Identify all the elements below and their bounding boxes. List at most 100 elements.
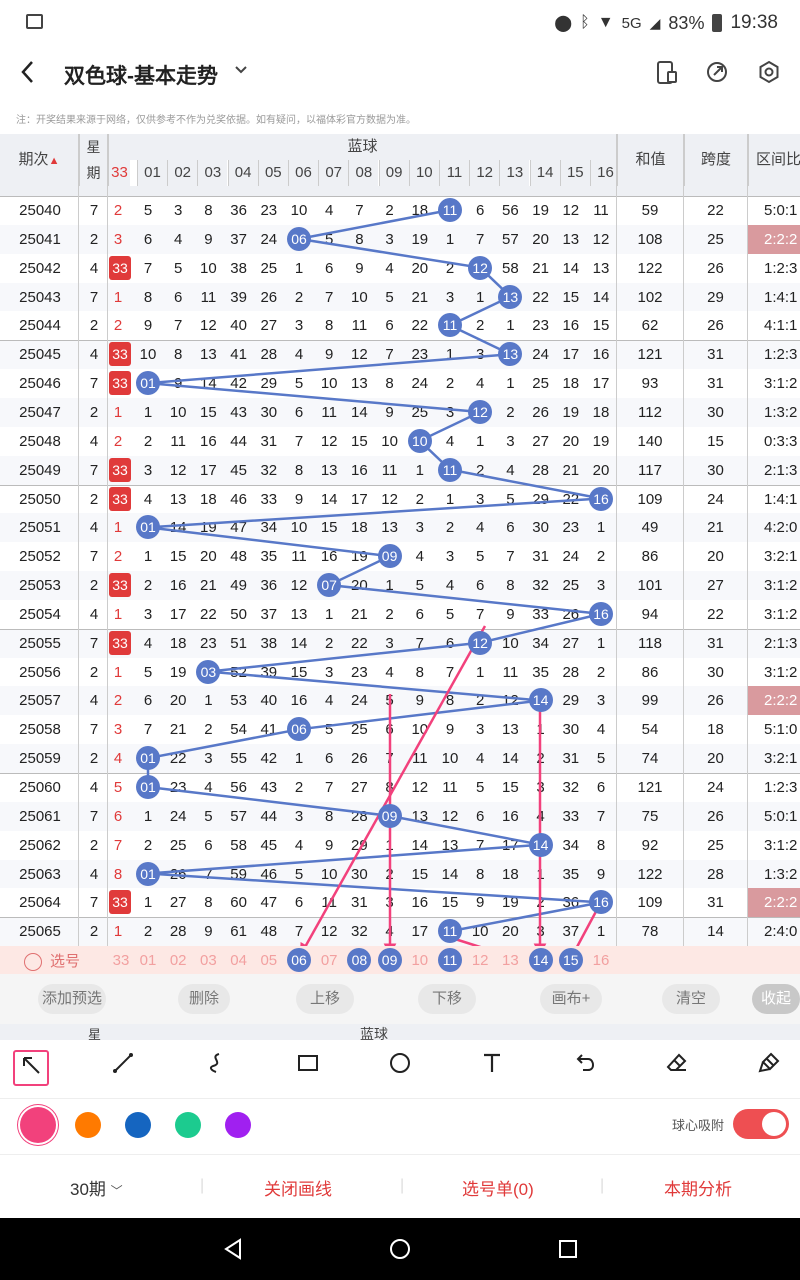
period-header[interactable]: 期次▲ (0, 134, 78, 186)
pick-number[interactable]: 13 (502, 952, 519, 969)
blue-cell: 8 (325, 317, 334, 335)
blue-cell: 16 (290, 692, 308, 710)
pick-number[interactable]: 10 (411, 952, 429, 969)
circle-tool-icon[interactable] (382, 1050, 418, 1086)
blue-cell: 15 (290, 663, 308, 681)
blue-cell: 56 (230, 779, 247, 796)
blue-cell: 7 (506, 548, 515, 566)
pick-number[interactable]: 03 (200, 952, 217, 969)
ratio-cell: 3:1:2 (764, 375, 798, 393)
device-icon[interactable] (654, 60, 680, 86)
action-button-5[interactable]: 清空 (662, 984, 720, 1014)
blue-cell: 16 (320, 548, 338, 566)
color-swatch[interactable] (20, 1107, 56, 1143)
pick-number[interactable]: 05 (260, 952, 278, 969)
ratio-cell: 1:2:3 (764, 779, 798, 796)
blue-cell: 28 (351, 807, 368, 825)
blue-cell: 34 (260, 519, 278, 537)
period-cell: 25063 (19, 865, 61, 883)
blue-cell: 4 (385, 663, 394, 681)
blue-cell: 14 (351, 403, 368, 421)
blue-cell: 3 (445, 403, 455, 421)
pick-number[interactable]: 16 (592, 952, 610, 969)
color-swatch[interactable] (75, 1112, 101, 1138)
picked-ball[interactable]: 14 (528, 948, 553, 972)
settings-icon[interactable] (756, 60, 782, 86)
ratio-cell: 2:4:0 (764, 923, 798, 941)
line-tool-icon[interactable] (105, 1050, 141, 1086)
rectangle-tool-icon[interactable] (290, 1050, 326, 1086)
action-button-0[interactable]: 添加预选 (38, 984, 106, 1014)
blue-cell: 20 (169, 692, 187, 710)
pick-number[interactable]: 02 (169, 952, 187, 969)
period-select[interactable]: 30期 ﹀ (70, 1180, 123, 1199)
pick-label[interactable]: 选号 (24, 950, 80, 972)
text-tool-icon[interactable] (474, 1050, 510, 1086)
blue-ball: 12 (468, 630, 493, 655)
magnet-label: 球心吸附 (672, 1118, 725, 1133)
blue-cell: 1 (143, 403, 153, 421)
page-title[interactable]: 双色球-基本走势 (64, 65, 218, 88)
blue-cell: 1 (536, 721, 545, 739)
back-arrow-icon[interactable] (18, 58, 38, 93)
pick-number[interactable]: 01 (139, 952, 157, 969)
pick-list-button[interactable]: 选号单(0) (462, 1180, 534, 1199)
period-cell: 25045 (19, 346, 61, 364)
span-cell: 22 (707, 605, 724, 623)
blue-cell: 5 (143, 202, 153, 219)
action-button-4[interactable]: 画布+ (540, 984, 602, 1014)
color-swatch[interactable] (175, 1112, 201, 1138)
blue-cell: 1 (204, 692, 213, 710)
picked-ball[interactable]: 11 (438, 948, 462, 972)
clear-brush-icon[interactable] (751, 1050, 787, 1086)
blue-cell: 20 (592, 461, 610, 479)
blue-cell: 26 (169, 865, 187, 883)
picked-ball[interactable]: 08 (347, 948, 372, 972)
week-cell: 2 (89, 490, 99, 508)
blue-cell: 47 (260, 894, 278, 912)
curve-tool-icon[interactable] (198, 1050, 234, 1086)
red-33-badge: 33 (109, 573, 131, 598)
eraser-icon[interactable] (659, 1050, 695, 1086)
pick-number[interactable]: 07 (320, 952, 338, 969)
picked-ball[interactable]: 06 (287, 948, 311, 972)
color-swatch[interactable] (225, 1112, 251, 1138)
color-swatch[interactable] (125, 1112, 151, 1138)
blue-cell: 7 (476, 836, 485, 854)
action-button-3[interactable]: 下移 (418, 984, 476, 1014)
pick-number[interactable]: 04 (230, 952, 247, 969)
blue-cell: 8 (143, 288, 153, 306)
blue-cell: 13 (381, 519, 398, 537)
blue-cell: 12 (562, 202, 580, 219)
pick-number[interactable]: 12 (471, 952, 489, 969)
blue-cell: 9 (355, 259, 364, 277)
ratio-cell: 2:2:2 (748, 888, 800, 918)
undo-icon[interactable] (567, 1050, 603, 1086)
span-cell: 24 (707, 490, 724, 508)
close-drawing-button[interactable]: 关闭画线 (264, 1180, 332, 1199)
blue-cell: 2 (445, 375, 455, 393)
sum-cell: 108 (637, 230, 663, 248)
arrow-tool-icon[interactable] (13, 1050, 49, 1086)
action-button-6[interactable]: 收起 (752, 984, 800, 1014)
share-icon[interactable] (704, 60, 730, 86)
nav-recents-icon[interactable] (558, 1239, 578, 1259)
blue-cell: 15 (169, 548, 187, 566)
title-dropdown-icon[interactable] (234, 62, 248, 80)
ratio-cell: 2:1:3 (764, 634, 798, 652)
nav-home-icon[interactable] (389, 1238, 411, 1260)
magnet-toggle[interactable] (733, 1109, 789, 1139)
picked-ball[interactable]: 09 (377, 948, 402, 972)
blue-ball: 01 (136, 775, 160, 799)
picked-ball[interactable]: 15 (558, 948, 583, 972)
pick-number[interactable]: 33 (112, 952, 130, 969)
period-cell: 25040 (19, 202, 61, 219)
blue-cell: 31 (562, 750, 580, 768)
blue-cell: 18 (169, 634, 187, 652)
action-button-2[interactable]: 上移 (296, 984, 354, 1014)
nav-back-icon[interactable] (222, 1238, 244, 1260)
action-button-1[interactable]: 删除 (178, 984, 230, 1014)
period-analysis-button[interactable]: 本期分析 (664, 1180, 732, 1199)
blue-cell: 5 (506, 490, 515, 508)
radio-icon[interactable] (24, 953, 42, 972)
